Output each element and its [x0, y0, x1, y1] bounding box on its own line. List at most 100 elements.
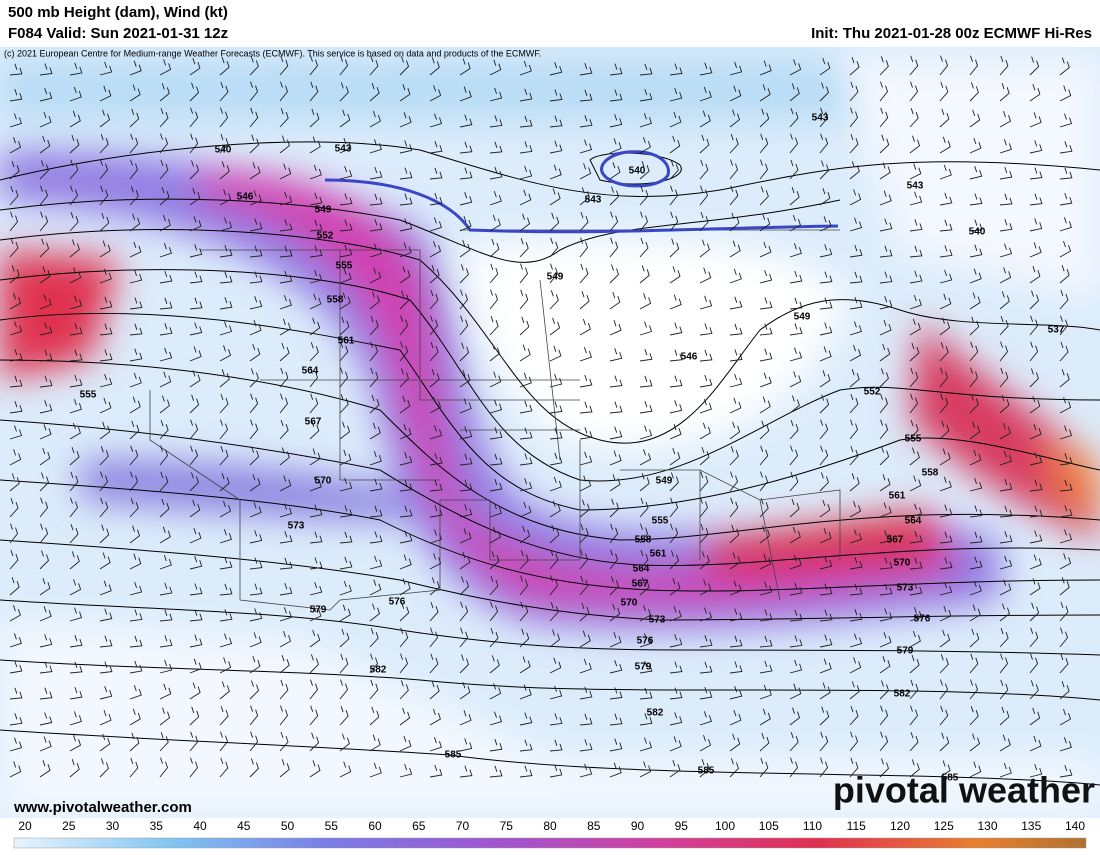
wind-barb — [669, 634, 683, 648]
wind-barb — [669, 160, 679, 180]
wind-barb — [39, 550, 50, 570]
contour-label: 549 — [794, 312, 811, 323]
wind-barb — [99, 686, 113, 700]
wind-barb — [669, 238, 680, 258]
wind-barb — [579, 713, 593, 726]
wind-barb — [189, 107, 199, 128]
wind-barb — [189, 556, 203, 570]
wind-barb — [909, 503, 923, 518]
wind-barb — [189, 82, 200, 102]
wind-barb — [9, 401, 23, 414]
wind-barb — [399, 530, 413, 544]
wind-barb — [219, 556, 233, 570]
wind-barb — [669, 424, 682, 440]
wind-barb — [609, 474, 621, 492]
wind-barb — [909, 419, 919, 440]
wind-barb — [69, 239, 80, 258]
wind-barb — [909, 342, 920, 362]
wind-barb — [849, 473, 860, 492]
contour-label: 564 — [302, 366, 319, 377]
wind-barb — [939, 317, 951, 336]
wind-barb — [249, 446, 260, 466]
wind-barb — [99, 268, 112, 284]
wind-barb — [1059, 479, 1073, 492]
wind-barb — [729, 580, 742, 596]
wind-barb — [609, 186, 620, 206]
wind-barb — [969, 556, 983, 570]
wind-barb — [189, 322, 203, 336]
wind-barb — [489, 683, 502, 700]
wind-barb — [939, 504, 953, 518]
wind-barb — [789, 297, 803, 310]
wind-barb — [39, 349, 53, 362]
wind-barb — [159, 498, 170, 518]
contour-label: 564 — [905, 516, 922, 527]
wind-barb — [789, 107, 799, 128]
wind-barb — [489, 627, 499, 648]
wind-barb — [129, 445, 139, 466]
wind-barb — [429, 289, 439, 310]
wind-barb — [699, 134, 710, 154]
wind-barb — [969, 604, 981, 622]
wind-barb — [369, 555, 383, 570]
wind-barb — [999, 110, 1012, 128]
wind-barb — [759, 133, 769, 154]
wind-barb — [729, 661, 743, 674]
header-band — [0, 0, 1100, 47]
wind-barb — [219, 321, 233, 336]
wind-barb — [189, 499, 201, 518]
wind-barb — [159, 635, 173, 648]
wind-barb — [69, 735, 82, 752]
wind-barb — [789, 659, 803, 674]
wind-barb — [759, 445, 769, 466]
wind-barb — [639, 185, 649, 206]
wind-barb — [369, 394, 380, 414]
wind-barb — [669, 375, 683, 388]
wind-barb — [369, 291, 380, 310]
wind-barb — [339, 341, 349, 362]
wind-barb — [549, 500, 561, 518]
wind-barb — [309, 108, 320, 128]
wind-barb — [459, 398, 472, 414]
wind-barb — [369, 531, 383, 544]
wind-barb — [639, 375, 653, 388]
wind-barb — [1059, 653, 1069, 674]
contour-label: 585 — [942, 773, 959, 784]
wind-barb — [429, 764, 443, 778]
wind-barb — [129, 297, 143, 310]
wind-barb — [489, 115, 503, 128]
contour-label: 567 — [632, 579, 649, 590]
wind-barb — [429, 217, 442, 232]
wind-barb — [1029, 193, 1043, 206]
wind-barb — [459, 370, 471, 388]
wind-barb — [279, 759, 290, 778]
wind-barb — [249, 632, 262, 648]
wind-barb — [909, 759, 920, 778]
wind-barb — [819, 160, 830, 180]
contour-label: 567 — [887, 535, 904, 546]
colorbar-label: 80 — [543, 819, 557, 833]
wind-barb — [369, 82, 380, 102]
wind-barb — [729, 709, 742, 726]
wind-barb — [249, 502, 262, 518]
wind-barb — [1029, 680, 1039, 700]
wind-barb — [189, 244, 203, 258]
wind-barb — [69, 551, 80, 570]
wind-barb — [489, 190, 502, 206]
wind-barb — [609, 291, 621, 310]
wind-barb — [549, 164, 562, 180]
wind-barb — [189, 160, 200, 180]
wind-barb — [369, 422, 381, 440]
wind-barb — [549, 629, 561, 648]
website: www.pivotalweather.com — [13, 799, 192, 816]
wind-barb — [669, 523, 679, 544]
wind-barb — [789, 159, 799, 180]
wind-barb — [729, 185, 739, 206]
wind-barb — [789, 395, 800, 414]
contour-label: 585 — [698, 766, 715, 777]
wind-barb — [849, 731, 859, 752]
wind-barb — [939, 557, 953, 570]
wind-barb — [1059, 341, 1069, 362]
wind-barb — [699, 323, 713, 336]
wind-barb — [699, 579, 712, 596]
